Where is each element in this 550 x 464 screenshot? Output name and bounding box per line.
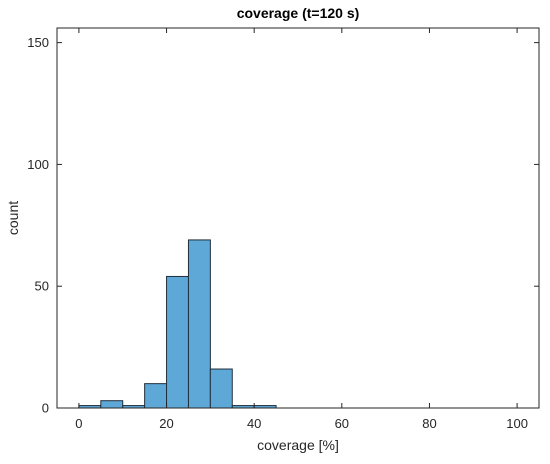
plot-frame [56, 27, 540, 409]
x-tick-label-4: 80 [422, 416, 436, 431]
bars-group [78, 239, 277, 409]
histogram-bar-3 [144, 383, 168, 409]
chart-title: coverage (t=120 s) [237, 5, 360, 21]
histogram-bar-5 [187, 239, 211, 409]
histogram-bar-4 [166, 275, 189, 409]
x-axis: 0 20 40 60 80 100 [75, 28, 528, 431]
histogram-bar-6 [209, 368, 233, 409]
y-axis: 0 50 100 150 [27, 35, 539, 416]
x-tick-label-0: 0 [75, 416, 82, 431]
y-tick-label-3: 150 [27, 35, 49, 50]
x-tick-label-2: 40 [247, 416, 261, 431]
y-axis-label: count [5, 201, 21, 235]
histogram-bar-1 [100, 400, 124, 409]
x-tick-label-1: 20 [159, 416, 173, 431]
x-tick-label-3: 60 [335, 416, 349, 431]
y-tick-label-0: 0 [42, 401, 49, 416]
x-tick-label-5: 100 [506, 416, 528, 431]
y-tick-label-1: 50 [35, 279, 49, 294]
y-tick-label-2: 100 [27, 157, 49, 172]
x-axis-label: coverage [%] [257, 437, 339, 453]
